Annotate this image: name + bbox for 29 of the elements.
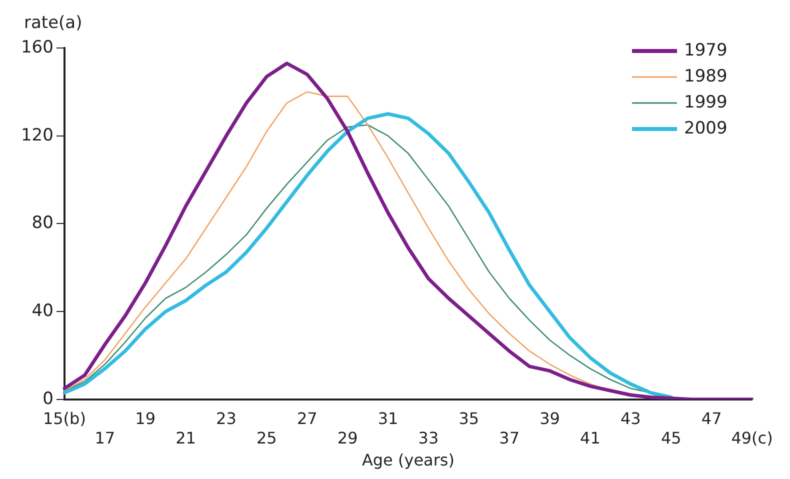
x-tick-label: 43 [620, 409, 641, 428]
legend-label: 1979 [684, 40, 728, 60]
x-tick-label: 33 [418, 428, 439, 448]
x-axis-title: Age (years) [362, 450, 454, 470]
x-tick-label: 25 [256, 428, 277, 448]
x-tick-label: 41 [580, 428, 600, 448]
y-tick-label: 120 [20, 125, 54, 146]
legend-label: 1999 [684, 92, 728, 112]
y-tick-label: 160 [20, 37, 54, 58]
x-tick-label: 19 [135, 409, 156, 428]
x-tick-label: 49(c) [731, 428, 773, 448]
y-tick-label: 40 [32, 300, 54, 321]
x-tick-label: 15(b) [42, 409, 86, 428]
legend-label: 2009 [684, 118, 728, 138]
x-tick-label: 39 [540, 409, 560, 428]
y-tick-label: 0 [42, 388, 54, 409]
x-tick-label: 21 [176, 428, 196, 448]
x-tick-label: 47 [701, 409, 722, 428]
x-tick-label: 45 [660, 428, 682, 448]
x-tick-label: 27 [296, 409, 318, 428]
x-tick-label: 35 [458, 409, 480, 428]
y-axis-title: rate(a) [24, 12, 82, 33]
y-tick-label: 80 [32, 213, 54, 234]
x-tick-label: 31 [378, 409, 398, 428]
x-tick-label: 23 [216, 409, 236, 428]
x-tick-label: 29 [337, 428, 358, 448]
legend-label: 1989 [684, 66, 728, 86]
x-tick-label: 17 [94, 428, 116, 448]
x-tick-label: 37 [499, 428, 520, 448]
